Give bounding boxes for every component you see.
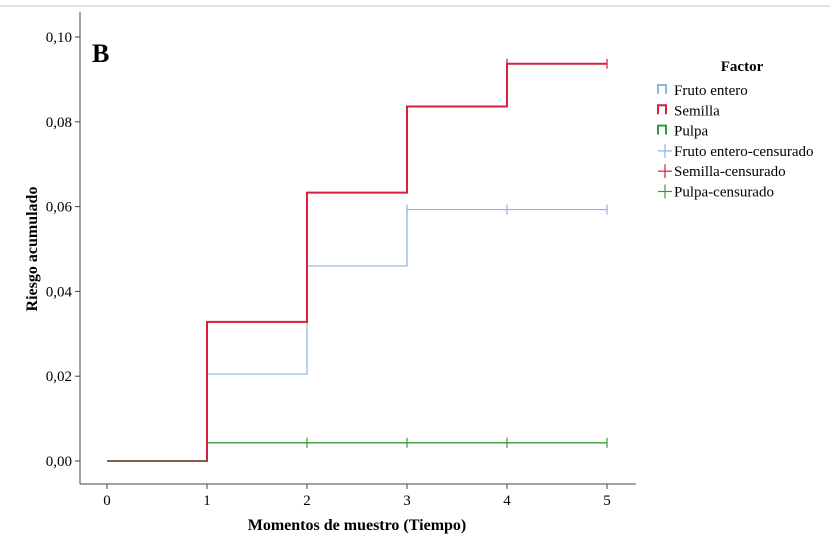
x-axis-title: Momentos de muestro (Tiempo) — [248, 517, 467, 534]
y-axis-title: Riesgo acumulado — [24, 187, 41, 312]
x-tick-label: 0 — [103, 493, 111, 509]
legend-label: Fruto entero-censurado — [674, 144, 814, 160]
legend-title: Factor — [721, 59, 764, 75]
x-tick-label: 1 — [203, 493, 211, 509]
y-tick-label: 0,10 — [46, 30, 72, 46]
legend-label: Semilla — [674, 103, 720, 119]
y-tick-label: 0,08 — [46, 115, 72, 131]
legend-label: Pulpa-censurado — [674, 185, 774, 201]
legend-label: Semilla-censurado — [674, 164, 786, 180]
axes: 0,00 0,02 0,04 0,06 0,08 0,10 0 1 2 3 4 5 — [46, 12, 636, 509]
y-tick-label: 0,02 — [46, 369, 72, 385]
legend-label: Fruto entero — [674, 83, 748, 99]
series-layer — [107, 58, 608, 462]
legend-step-icon — [657, 104, 667, 115]
series-line-pulpa — [107, 442, 607, 462]
x-tick-label: 4 — [503, 493, 511, 509]
x-tick-label: 2 — [303, 493, 311, 509]
y-tick-label: 0,06 — [46, 200, 73, 216]
series-line-semilla — [107, 62, 607, 462]
y-tick-label: 0,04 — [46, 284, 73, 300]
y-tick-label: 0,00 — [46, 454, 72, 470]
x-tick-label: 3 — [403, 493, 411, 509]
legend-step-icon — [657, 84, 667, 94]
legend: Factor Fruto entero Semilla Pulpa Fruto ent… — [657, 59, 814, 201]
x-tick-label: 5 — [603, 493, 611, 509]
legend-step-icon — [657, 124, 667, 135]
panel-label: B — [92, 39, 109, 68]
legend-label: Pulpa — [674, 124, 709, 140]
series-line-fruto-entero — [107, 208, 607, 462]
